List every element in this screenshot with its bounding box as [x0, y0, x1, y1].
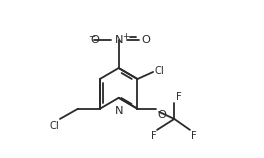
Text: F: F	[150, 131, 156, 141]
Text: O: O	[157, 109, 166, 120]
Text: +: +	[122, 32, 130, 41]
Text: N: N	[114, 35, 123, 45]
Text: N: N	[114, 106, 123, 116]
Text: F: F	[176, 92, 182, 103]
Text: −: −	[88, 31, 96, 40]
Text: Cl: Cl	[155, 66, 164, 76]
Text: O: O	[90, 35, 99, 45]
Text: F: F	[191, 131, 196, 141]
Text: O: O	[142, 35, 150, 45]
Text: Cl: Cl	[49, 121, 59, 131]
